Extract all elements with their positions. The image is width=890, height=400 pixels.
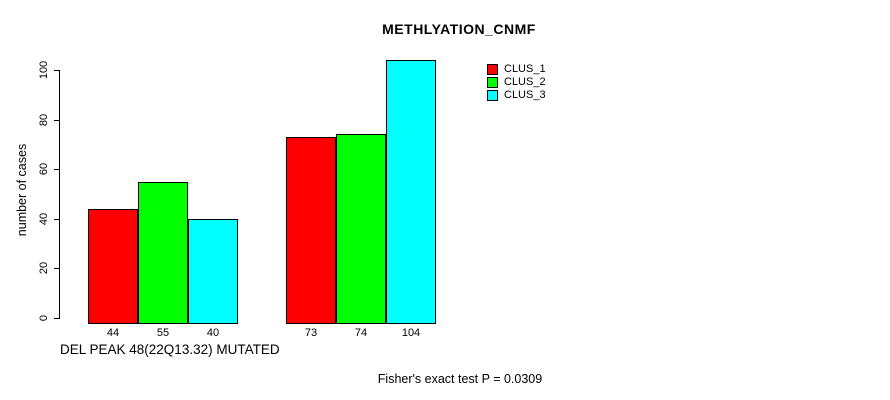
legend-item-clus_3: CLUS_3 (487, 89, 546, 102)
chart-title: METHLYATION_CNMF (382, 21, 536, 37)
y-axis-tick-label: 40 (38, 212, 50, 225)
legend-label: CLUS_1 (504, 63, 546, 75)
bar-clus_3-group1 (188, 218, 238, 324)
x-axis-title: DEL PEAK 48(22Q13.32) MUTATED (60, 342, 280, 357)
bar-value-label: 40 (206, 327, 220, 339)
y-axis-tick-label: 100 (38, 60, 50, 80)
bar-value-label: 104 (401, 327, 421, 339)
y-axis-tick (54, 70, 59, 71)
bar-clus_1-group2 (286, 136, 336, 324)
bar-clus_3-group2 (386, 60, 436, 324)
legend-label: CLUS_2 (504, 76, 546, 88)
legend-item-clus_1: CLUS_1 (487, 63, 546, 76)
y-axis-tick (54, 218, 59, 220)
legend-swatch-icon (487, 77, 498, 88)
y-axis-tick-label: 0 (38, 314, 50, 322)
legend-label: CLUS_3 (504, 89, 546, 101)
y-axis-tick (54, 119, 59, 121)
y-axis-tick-label: 80 (38, 113, 50, 126)
stat-annotation: Fisher's exact test P = 0.0309 (377, 372, 543, 386)
legend-swatch-icon (487, 64, 498, 75)
bar-value-label: 55 (156, 327, 170, 339)
y-axis-title: number of cases (15, 143, 29, 237)
y-axis-line (59, 70, 60, 319)
y-axis-tick (54, 268, 59, 270)
y-axis-tick (54, 169, 59, 171)
y-axis-tick-label: 20 (38, 262, 50, 275)
bar-value-label: 73 (304, 327, 318, 339)
bar-value-label: 44 (106, 327, 120, 339)
y-axis-tick-label: 60 (38, 163, 50, 176)
legend: CLUS_1 CLUS_2 CLUS_3 (487, 63, 546, 102)
bar-clus_2-group2 (336, 134, 386, 324)
bar-clus_1-group1 (88, 208, 138, 324)
bar-value-label: 74 (354, 327, 368, 339)
y-axis-tick (54, 318, 59, 319)
legend-swatch-icon (487, 90, 498, 101)
legend-item-clus_2: CLUS_2 (487, 76, 546, 89)
bar-clus_2-group1 (138, 181, 188, 324)
